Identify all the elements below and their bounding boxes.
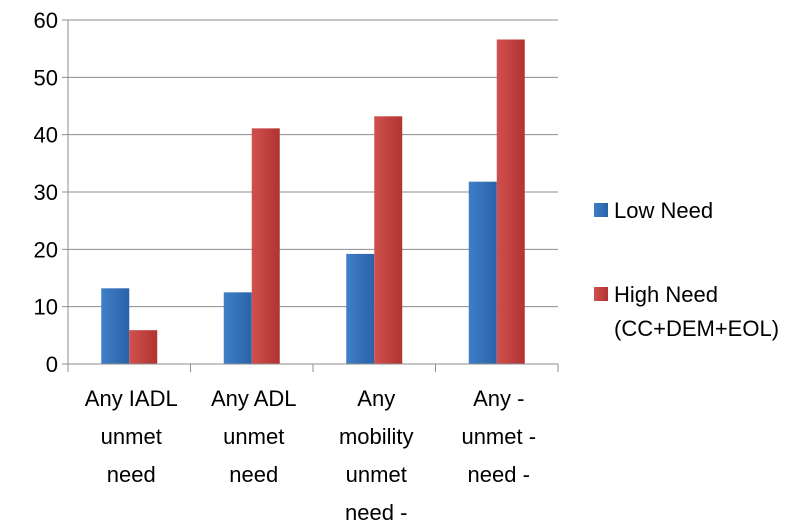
- x-category-label: Any ADL unmet need: [211, 386, 297, 487]
- bar-high-need: [251, 128, 280, 364]
- legend: Low Need High Need (CC+DEM+EOL): [594, 198, 779, 341]
- legend-swatch: [594, 287, 608, 301]
- legend-label: High Need (CC+DEM+EOL): [614, 282, 779, 341]
- gridlines: [68, 19, 558, 365]
- bar-high-need: [496, 39, 525, 364]
- y-tick-label: 40: [34, 123, 58, 148]
- bar-low-need: [346, 253, 375, 364]
- y-tick-label: 50: [34, 65, 58, 90]
- bar-high-need: [374, 116, 403, 364]
- bar-high-need: [129, 330, 158, 364]
- x-category-label: Any -unmet -need -: [461, 386, 536, 487]
- bar-low-need: [468, 181, 497, 364]
- bar-low-need: [223, 292, 252, 364]
- bar-low-need: [101, 288, 130, 364]
- bars: [101, 39, 525, 364]
- x-axis-labels: Any IADL unmet need Any ADL unmet need Any mobi…: [85, 386, 536, 525]
- axes: [67, 20, 559, 372]
- x-category-label: Any IADL unmet need: [85, 386, 178, 487]
- y-tick-label: 20: [34, 237, 58, 262]
- y-tick-label: 30: [34, 180, 58, 205]
- legend-swatch: [594, 203, 608, 217]
- x-category-label: Any mobility unmet need -: [339, 386, 414, 525]
- y-tick-label: 60: [34, 8, 58, 33]
- y-tick-label: 0: [46, 352, 58, 377]
- y-tick-label: 10: [34, 295, 58, 320]
- legend-label: Low Need: [614, 198, 713, 223]
- y-axis-ticks: 0 10 20 30 40 50 60: [34, 8, 68, 377]
